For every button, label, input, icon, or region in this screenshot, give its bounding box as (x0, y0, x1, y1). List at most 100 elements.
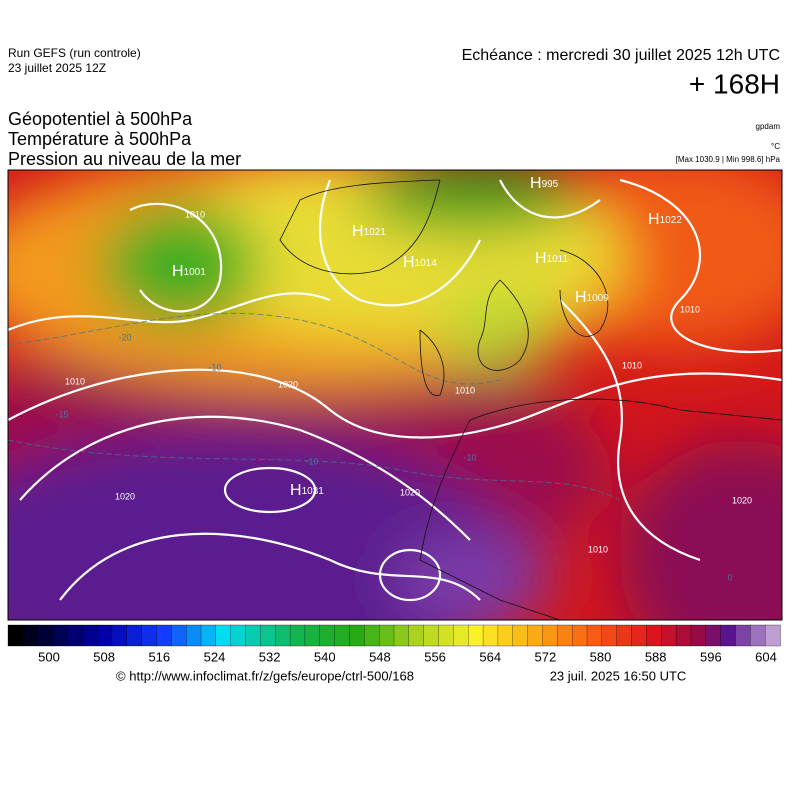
isobar-label: 1010 (65, 376, 85, 386)
colorbar-swatch (631, 624, 648, 647)
colorbar-label: 500 (38, 649, 60, 664)
center-value: 1022 (660, 215, 683, 226)
temperature-label: -10 (305, 456, 318, 466)
isobar-label: 1010 (185, 209, 205, 219)
colorbar-label: 556 (424, 649, 446, 664)
center-value: 1014 (415, 258, 438, 269)
center-letter: H (352, 223, 364, 240)
colorbar-swatch (319, 624, 336, 647)
colorbar-swatch (438, 624, 455, 647)
center-value: 995 (542, 179, 559, 190)
colorbar-swatch (468, 624, 484, 647)
center-letter: H (648, 211, 660, 228)
colorbar-label: 564 (479, 649, 501, 664)
run-date: 23 juillet 2025 12Z (8, 61, 106, 75)
colorbar-swatch (7, 624, 24, 647)
temperature-label: 0 (727, 572, 732, 582)
colorbar-swatch (364, 624, 380, 647)
colorbar-swatch (141, 624, 158, 647)
isobar-label: 1020 (115, 491, 135, 501)
colorbar-swatch (126, 624, 143, 647)
pressure-center: H1031 (290, 482, 324, 499)
colorbar-swatch (171, 624, 187, 647)
colorbar-swatch (453, 624, 469, 647)
temperature-label: -10 (208, 362, 221, 372)
colorbar-label: 508 (93, 649, 115, 664)
colorbar-swatch (186, 624, 202, 647)
colorbar-swatch (512, 624, 529, 647)
colorbar-label: 588 (645, 649, 667, 664)
pressure-center: H995 (530, 175, 559, 192)
isobar-label: 1020 (278, 379, 298, 389)
colorbar-swatch (601, 624, 618, 647)
isobar-label: 1020 (732, 495, 752, 505)
pressure-center: H1021 (352, 223, 386, 240)
colorbar-swatch (334, 624, 351, 647)
colorbar-swatch (497, 624, 514, 647)
colorbar-swatch (304, 624, 321, 647)
colorbar-swatch (542, 624, 558, 647)
lead-time: + 168H (689, 68, 780, 99)
colorbar-swatch (96, 624, 113, 647)
center-letter: H (290, 482, 302, 499)
title: Température à 500hPa (8, 129, 192, 149)
colorbar-label: 540 (314, 649, 336, 664)
colorbar-swatch (482, 624, 499, 647)
colorbar-swatch (750, 624, 766, 647)
colorbar-swatch (379, 624, 395, 647)
colorbar-swatch (646, 624, 662, 647)
colorbar-label: 596 (700, 649, 722, 664)
temperature-label: -10 (463, 452, 476, 462)
colorbar-label: 524 (204, 649, 226, 664)
isobar-label: 1010 (588, 544, 608, 554)
timestamp: 23 juil. 2025 16:50 UTC (550, 668, 687, 683)
unit: gpdam (756, 122, 781, 131)
center-value: 1009 (587, 293, 610, 304)
colorbar-swatch (705, 624, 722, 647)
colorbar-swatch (156, 624, 172, 647)
colorbar-swatch (720, 624, 737, 647)
center-letter: H (530, 175, 542, 192)
colorbar-label: 532 (259, 649, 281, 664)
colorbar-swatch (572, 624, 588, 647)
temperature-label: -15 (55, 409, 68, 419)
colorbar-swatch (22, 624, 39, 647)
colorbar-swatch (67, 624, 83, 647)
colorbar-swatch (37, 624, 54, 647)
colorbar-label: 572 (535, 649, 557, 664)
isobar-label: 1020 (400, 487, 420, 497)
colorbar-swatch (527, 624, 544, 647)
center-letter: H (172, 263, 184, 280)
run-label: Run GEFS (run controle) (8, 46, 141, 60)
colorbar-swatch (245, 624, 262, 647)
colorbar-swatch (111, 624, 128, 647)
colorbar-swatch (52, 624, 69, 647)
pressure-center: H1022 (648, 211, 682, 228)
unit: [Max 1030.9 | Min 998.6] hPa (676, 155, 781, 164)
colorbar-swatch (200, 624, 217, 647)
center-letter: H (403, 254, 415, 271)
isobar-label: 1010 (455, 385, 475, 395)
title: Pression au niveau de la mer (8, 149, 241, 169)
colorbar-label: 516 (148, 649, 170, 664)
colorbar-swatch (423, 624, 440, 647)
colorbar-label: 604 (755, 649, 777, 664)
valid-time: Echéance : mercredi 30 juillet 2025 12h … (462, 47, 780, 64)
colorbar-swatch (690, 624, 707, 647)
colorbar-swatch (275, 624, 291, 647)
pressure-center: H1011 (535, 250, 569, 267)
pressure-center: H1014 (403, 254, 437, 271)
colorbar-label: 548 (369, 649, 391, 664)
colorbar-swatch (765, 624, 781, 647)
colorbar-swatch (616, 624, 633, 647)
colorbar-swatch (675, 624, 692, 647)
colorbar-swatch (82, 624, 98, 647)
colorbar-swatch (408, 624, 425, 647)
center-value: 1021 (364, 227, 387, 238)
map-frame (7, 169, 783, 621)
colorbar-label: 580 (590, 649, 612, 664)
colorbar-swatch (349, 624, 365, 647)
colorbar-swatch (230, 624, 247, 647)
